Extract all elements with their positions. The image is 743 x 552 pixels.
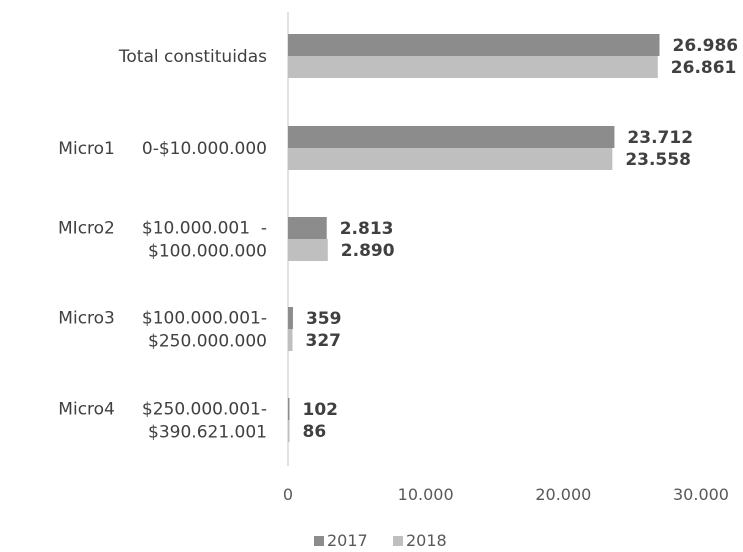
data-label-2017-2: 2.813: [340, 219, 394, 239]
bar-2017-4: [288, 398, 290, 420]
category-label-4: Micro4 $250.000.001-: [58, 400, 267, 420]
data-label-2018-3: 327: [306, 331, 342, 351]
bar-2017-3: [288, 307, 293, 329]
x-tick-label-0: 0: [283, 485, 293, 504]
data-label-2017-3: 359: [306, 309, 342, 329]
category-label-0: Total constituidas: [118, 47, 267, 67]
legend-label-2018: 2018: [406, 531, 447, 550]
category-label-4: $390.621.001: [148, 423, 267, 443]
legend-swatch-2017: [314, 536, 324, 546]
legend-swatch-2018: [393, 536, 403, 546]
category-label-2: $100.000.000: [148, 242, 267, 262]
category-label-2: MIcro2 $10.000.001 -: [58, 219, 267, 239]
data-label-2018-4: 86: [303, 422, 327, 442]
x-tick-label-2: 20.000: [535, 485, 591, 504]
bar-2018-3: [288, 329, 293, 351]
bar-2018-4: [288, 420, 290, 442]
bar-2017-1: [288, 126, 615, 148]
data-label-2018-1: 23.558: [625, 150, 691, 170]
bar-2017-2: [288, 217, 327, 239]
category-label-3: $250.000.000: [148, 332, 267, 352]
x-tick-label-3: 30.000: [673, 485, 729, 504]
bar-2017-0: [288, 34, 660, 56]
bar-2018-2: [288, 239, 328, 261]
data-label-2018-2: 2.890: [341, 241, 395, 261]
category-label-1: Micro1 0-$10.000.000: [58, 139, 267, 159]
legend-label-2017: 2017: [327, 531, 368, 550]
data-label-2017-1: 23.712: [627, 128, 693, 148]
data-label-2017-0: 26.986: [673, 36, 739, 56]
bar-2018-1: [288, 148, 613, 170]
bar-2018-0: [288, 56, 658, 78]
category-label-3: Micro3 $100.000.001-: [58, 309, 267, 329]
x-tick-label-1: 10.000: [398, 485, 454, 504]
data-label-2017-4: 102: [303, 400, 339, 420]
data-label-2018-0: 26.861: [671, 58, 737, 78]
